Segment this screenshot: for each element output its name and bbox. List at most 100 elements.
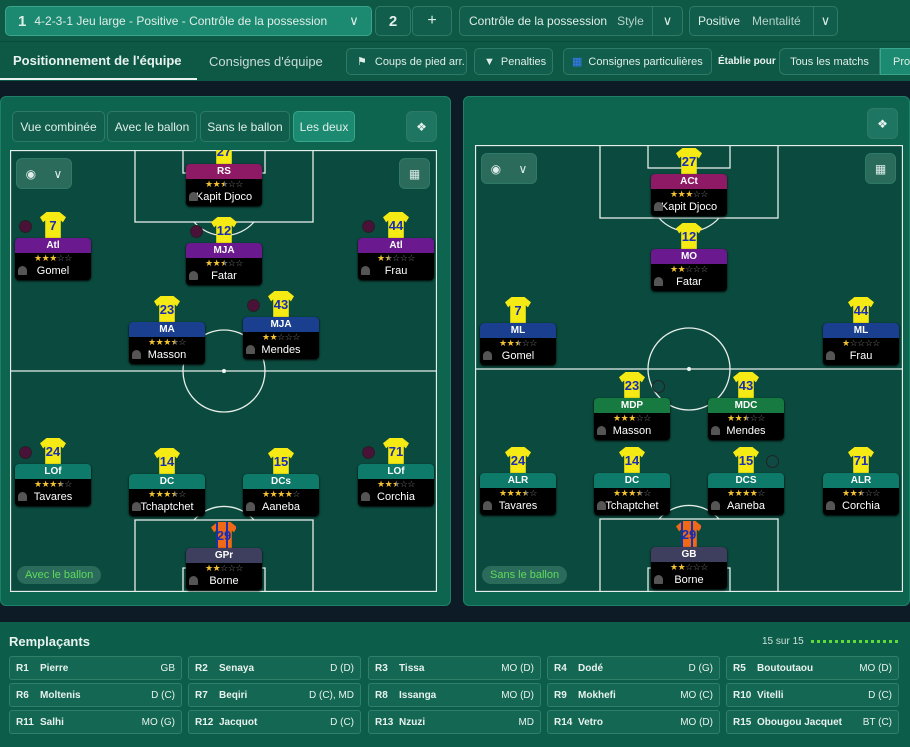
player-role: Atl: [358, 238, 434, 253]
next-match-option[interactable]: Pro: [880, 48, 910, 75]
role-rating-stars: ★★★☆☆: [499, 338, 537, 348]
grid-view-button[interactable]: ▦: [865, 153, 896, 184]
role-rating-stars: ★★★★☆: [499, 488, 537, 498]
view-button[interactable]: Vue combinée: [12, 111, 105, 142]
substitute-slot[interactable]: R5 Boutoutaou MO (D): [726, 656, 899, 680]
visibility-dropdown[interactable]: ◉ ∨: [481, 153, 537, 184]
player-card[interactable]: MDP ★★★☆☆ Masson: [594, 398, 670, 440]
player-card[interactable]: DC ★★★★☆ Tchaptchet: [129, 474, 205, 516]
player-role: LOf: [15, 464, 91, 479]
player-name: Mendes: [726, 425, 766, 437]
player-card[interactable]: GB ★★☆☆☆ Borne: [651, 547, 727, 589]
instruction-marker-icon[interactable]: [362, 446, 375, 459]
player-role: ALR: [480, 473, 556, 488]
special-instructions-button[interactable]: ▦ Consignes particulières: [563, 48, 712, 75]
sub-name: Obougou Jacquet: [757, 716, 842, 728]
instruction-marker-icon[interactable]: [247, 299, 260, 312]
formation-icon-button[interactable]: ❖: [867, 108, 898, 139]
instruction-marker-icon[interactable]: [19, 446, 32, 459]
tactic-top-bar: 1 4-2-3-1 Jeu large - Positive - Contrôl…: [0, 0, 910, 41]
grid-icon: ▦: [408, 166, 421, 181]
penalties-label: Penalties: [500, 55, 547, 68]
sub-name: Salhi: [40, 716, 64, 728]
clipboard-icon: ▦: [572, 56, 583, 68]
player-card[interactable]: MO ★★☆☆☆ Fatar: [651, 249, 727, 291]
player-card[interactable]: MJA ★★★☆☆ Fatar: [186, 243, 262, 285]
player-card[interactable]: GPr ★★☆☆☆ Borne: [186, 548, 262, 590]
substitute-slot[interactable]: R13 Nzuzi MD: [368, 710, 541, 734]
substitute-slot[interactable]: R6 Moltenis D (C): [9, 683, 182, 707]
sub-position: MO (D): [859, 662, 892, 674]
substitute-slot[interactable]: R15 Obougou Jacquet BT (C): [726, 710, 899, 734]
player-card[interactable]: DC ★★★★☆ Tchaptchet: [594, 473, 670, 515]
sub-position: MO (D): [501, 689, 534, 701]
player-card[interactable]: LOf ★★★☆☆ Corchia: [358, 464, 434, 506]
instruction-marker-icon[interactable]: [19, 220, 32, 233]
view-button[interactable]: Sans le ballon: [200, 111, 290, 142]
chevron-down-icon: ∨: [53, 166, 63, 181]
view-button[interactable]: Les deux: [293, 111, 355, 142]
tab-team-instructions[interactable]: Consignes d'équipe: [209, 54, 323, 69]
player-role: ALR: [823, 473, 899, 488]
player-card[interactable]: RS ★★★☆☆ Kapit Djoco: [186, 164, 262, 206]
substitute-slot[interactable]: R10 Vitelli D (C): [726, 683, 899, 707]
player-name: Fatar: [211, 270, 237, 282]
player-name: Tavares: [498, 500, 538, 512]
tab-team-positioning[interactable]: Positionnement de l'équipe: [13, 53, 182, 68]
view-button[interactable]: Avec le ballon: [107, 111, 197, 142]
instruction-marker-icon[interactable]: [190, 225, 203, 238]
substitute-slot[interactable]: R7 Beqiri D (C), MD: [188, 683, 361, 707]
substitute-slot[interactable]: R9 Mokhefi MO (C): [547, 683, 720, 707]
sub-number: R5: [733, 662, 746, 674]
player-avatar-icon: [132, 350, 141, 359]
player-card[interactable]: ACt ★★★☆☆ Kapit Djoco: [651, 174, 727, 216]
instruction-marker-icon[interactable]: [652, 380, 665, 393]
visibility-dropdown[interactable]: ◉ ∨: [16, 158, 72, 189]
instruction-marker-icon[interactable]: [766, 455, 779, 468]
player-name: Corchia: [842, 500, 880, 512]
style-dropdown[interactable]: Contrôle de la possession Style ∨: [459, 6, 683, 36]
penalties-button[interactable]: ▼ Penalties: [474, 48, 553, 75]
player-card[interactable]: Atl ★★☆☆☆ Frau: [358, 238, 434, 280]
player-name: Borne: [209, 575, 239, 587]
substitute-slot[interactable]: R1 Pierre GB: [9, 656, 182, 680]
sub-position: D (C): [868, 689, 892, 701]
role-rating-stars: ★★★★☆: [613, 488, 651, 498]
all-matches-option[interactable]: Tous les matchs: [779, 48, 880, 75]
mentality-dropdown[interactable]: Positive Mentalité ∨: [689, 6, 838, 36]
tactic-selector-dropdown[interactable]: 1 4-2-3-1 Jeu large - Positive - Contrôl…: [5, 6, 372, 36]
substitute-slot[interactable]: R2 Senaya D (D): [188, 656, 361, 680]
player-card[interactable]: ALR ★★★★☆ Tavares: [480, 473, 556, 515]
substitutes-count: 15 sur 15: [762, 636, 804, 647]
player-name: Aaneba: [262, 501, 300, 513]
player-name: Gomel: [501, 350, 535, 362]
player-card[interactable]: DCS ★★★★☆ Aaneba: [708, 473, 784, 515]
player-name: Borne: [674, 574, 704, 586]
substitute-slot[interactable]: R3 Tissa MO (D): [368, 656, 541, 680]
player-card[interactable]: ML ★☆☆☆☆ Frau: [823, 323, 899, 365]
player-card[interactable]: ALR ★★★☆☆ Corchia: [823, 473, 899, 515]
substitute-slot[interactable]: R11 Salhi MO (G): [9, 710, 182, 734]
instruction-marker-icon[interactable]: [362, 220, 375, 233]
substitute-slot[interactable]: R4 Dodé D (G): [547, 656, 720, 680]
player-card[interactable]: LOf ★★★★☆ Tavares: [15, 464, 91, 506]
player-card[interactable]: MA ★★★★☆ Masson: [129, 322, 205, 364]
tactic-slot-2-button[interactable]: 2: [375, 6, 411, 36]
substitute-slot[interactable]: R8 Issanga MO (D): [368, 683, 541, 707]
player-card[interactable]: ML ★★★☆☆ Gomel: [480, 323, 556, 365]
substitute-slot[interactable]: R14 Vetro MO (D): [547, 710, 720, 734]
set-pieces-button[interactable]: ⚑ Coups de pied arr.: [346, 48, 467, 75]
player-card[interactable]: MDC ★★★☆☆ Mendes: [708, 398, 784, 440]
grid-icon: ▦: [874, 161, 887, 176]
player-card[interactable]: DCs ★★★★☆ Aaneba: [243, 474, 319, 516]
player-role: LOf: [358, 464, 434, 479]
player-name: Kapit Djoco: [660, 201, 718, 213]
sub-number: R12: [195, 716, 214, 728]
player-card[interactable]: MJA ★★☆☆☆ Mendes: [243, 317, 319, 359]
player-card[interactable]: Atl ★★★☆☆ Gomel: [15, 238, 91, 280]
formation-icon-button[interactable]: ❖: [406, 111, 437, 142]
substitute-slot[interactable]: R12 Jacquot D (C): [188, 710, 361, 734]
grid-view-button[interactable]: ▦: [399, 158, 430, 189]
player-role: DC: [129, 474, 205, 489]
add-tactic-button[interactable]: +: [412, 6, 452, 36]
